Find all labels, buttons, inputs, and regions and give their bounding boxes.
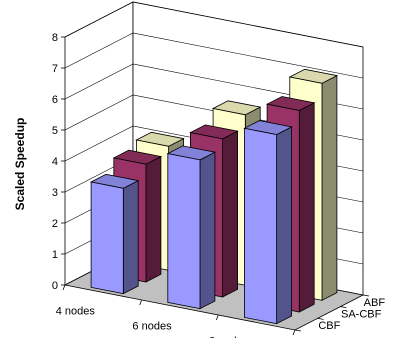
y-tick-label: 2 <box>52 218 58 230</box>
x-axis-ticks: 4 nodes 6 nodes 8 nodes <box>56 284 296 338</box>
y-tick-label: 8 <box>52 32 58 44</box>
series-label: ABF <box>364 297 386 309</box>
series-tick-mark <box>317 317 324 320</box>
y-axis-label: Scaled Speedup <box>13 118 27 211</box>
x-tick-mark <box>215 314 219 321</box>
series-label: CBF <box>318 320 340 332</box>
y-tick-label: 5 <box>52 125 58 137</box>
bar-side <box>222 130 239 298</box>
y-tick-label: 3 <box>52 187 58 199</box>
y-tick-label: 4 <box>52 156 58 168</box>
gridline <box>64 63 364 110</box>
gridline <box>64 1 364 48</box>
x-tick-mark <box>139 299 143 306</box>
y-tick-label: 7 <box>52 63 58 75</box>
x-tick-label: 6 nodes <box>132 321 172 333</box>
bars <box>89 68 339 325</box>
bar-side <box>122 179 139 295</box>
y-tick-label: 0 <box>52 280 58 292</box>
x-tick-mark <box>292 329 296 336</box>
bar-cbf-1 <box>89 173 140 295</box>
series-tick-mark <box>362 294 370 297</box>
bar-front <box>167 153 201 310</box>
series-tick-mark <box>340 306 347 309</box>
x-tick-label: 4 nodes <box>56 306 96 318</box>
bar-side <box>298 102 315 313</box>
bar-front <box>90 181 124 295</box>
gridline <box>64 32 364 79</box>
series-label: SA-CBF <box>341 309 382 321</box>
x-tick-mark <box>62 284 66 291</box>
y-axis-ticks: 0 1 2 3 4 5 6 7 8 <box>52 32 65 292</box>
bar-side <box>145 155 162 283</box>
bar-side <box>321 74 338 301</box>
x-tick-label: 8 nodes <box>209 336 249 338</box>
bar-cbf-2 <box>166 145 217 310</box>
series-tick-mark <box>294 329 302 332</box>
bar-side <box>199 151 216 310</box>
bar-side <box>276 126 293 325</box>
y-tick-label: 6 <box>52 94 58 106</box>
bar-front <box>243 127 278 325</box>
bar-cbf-3 <box>243 120 293 325</box>
y-tick-label: 1 <box>52 249 58 261</box>
